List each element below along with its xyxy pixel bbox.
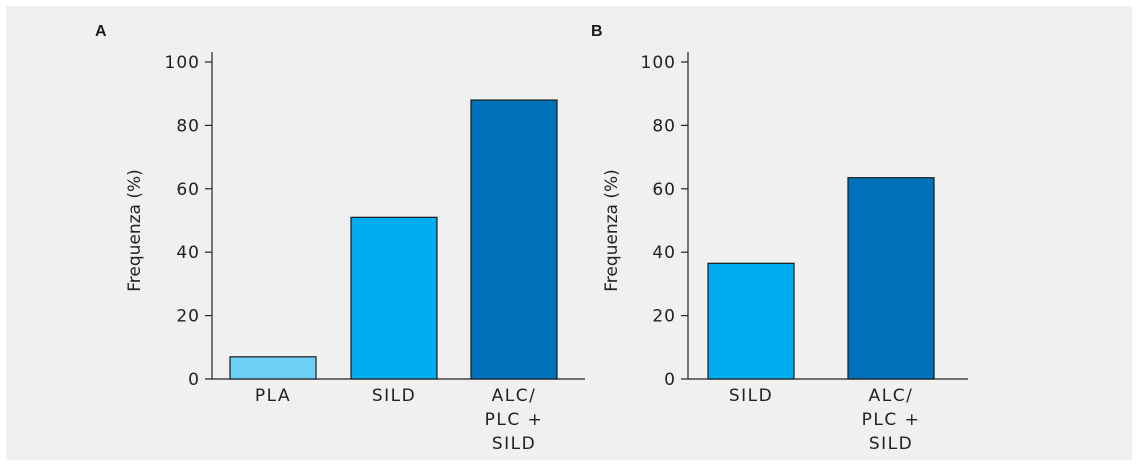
bar-0 bbox=[707, 262, 795, 380]
x-category-label: ALC/PLC + SILD bbox=[862, 386, 921, 454]
x-category-label-line: SILD bbox=[372, 386, 416, 406]
y-tick-label: 0 bbox=[664, 370, 676, 390]
x-category-label: SILD bbox=[729, 386, 773, 406]
x-category-label-line: PLC + bbox=[485, 410, 544, 430]
y-tick-label: 40 bbox=[176, 243, 200, 263]
y-tick-label: 60 bbox=[652, 180, 676, 200]
y-tick-label: 100 bbox=[165, 53, 200, 73]
x-category-label-line: SILD bbox=[729, 386, 773, 406]
y-axis-title: Frequenza (%) bbox=[125, 169, 145, 292]
y-tick-label: 60 bbox=[176, 180, 200, 200]
x-category-label-line: ALC/ bbox=[492, 386, 537, 406]
chart-panel-b: B 0 20 40 60 80 100 Frequenza (%) SILD ALC/PLC + S… bbox=[591, 23, 968, 454]
y-tick-label: 20 bbox=[176, 307, 200, 327]
y-tick-label: 100 bbox=[641, 53, 676, 73]
bar-1 bbox=[847, 177, 935, 380]
y-tick-label: 40 bbox=[652, 243, 676, 263]
x-category-label-line: PLC + bbox=[862, 410, 921, 430]
x-category-label: SILD bbox=[372, 386, 416, 406]
y-tick-label: 20 bbox=[652, 307, 676, 327]
y-tick-label: 80 bbox=[652, 116, 676, 136]
bar-2 bbox=[470, 99, 558, 380]
y-axis-title: Frequenza (%) bbox=[602, 169, 622, 292]
x-category-label: PLA bbox=[255, 386, 291, 406]
figure-background bbox=[6, 6, 1132, 460]
x-category-label-line: ALC/ bbox=[869, 386, 914, 406]
x-category-label: ALC/PLC + SILD bbox=[485, 386, 544, 454]
x-category-label-line: SILD bbox=[492, 434, 536, 454]
y-tick-label: 0 bbox=[188, 370, 200, 390]
panel-letter: B bbox=[591, 23, 603, 40]
bar-0 bbox=[229, 356, 317, 380]
x-category-label-line: SILD bbox=[869, 434, 913, 454]
y-tick-label: 80 bbox=[176, 116, 200, 136]
panel-letter: A bbox=[95, 23, 107, 40]
x-category-label-line: PLA bbox=[255, 386, 291, 406]
bar-1 bbox=[350, 216, 438, 380]
